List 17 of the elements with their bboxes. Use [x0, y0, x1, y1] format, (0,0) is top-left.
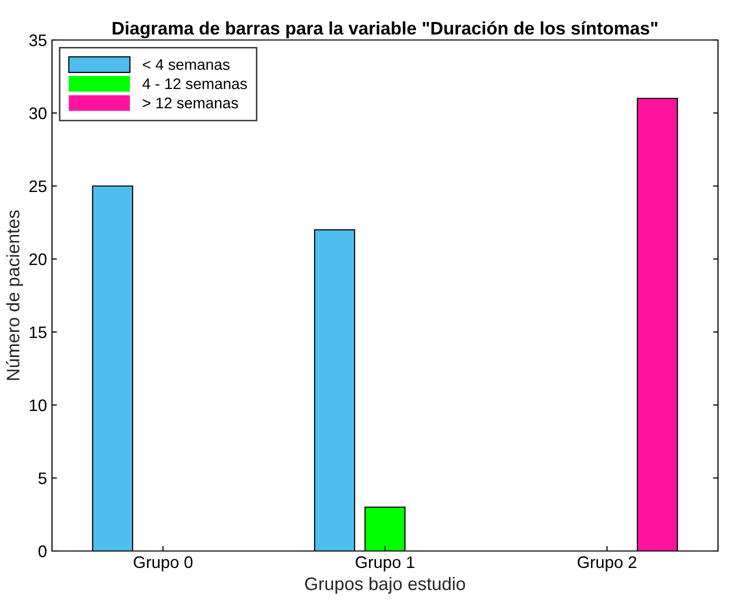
- y-tick-label: 20: [29, 253, 46, 266]
- x-tick-label: Grupo 2: [578, 556, 636, 572]
- legend-label: < 4 semanas: [142, 59, 230, 70]
- y-tick-label: 0: [38, 545, 46, 558]
- y-tick-label: 30: [29, 107, 46, 120]
- x-tick-label: Grupo 0: [134, 556, 192, 572]
- y-axis-title: Número de pacientes: [6, 210, 24, 380]
- y-tick-label: 10: [30, 399, 46, 412]
- legend-label: 4 - 12 semanas: [142, 78, 247, 90]
- y-tick-label: 35: [29, 34, 46, 46]
- x-axis-title: Grupos bajo estudio: [305, 576, 466, 594]
- y-tick-label: 5: [38, 472, 46, 484]
- legend-label: > 12 semanas: [142, 98, 238, 108]
- x-tick-label: Grupo 1: [356, 556, 414, 572]
- y-tick-label: 15: [30, 326, 46, 338]
- y-tick-label: 25: [29, 180, 46, 192]
- chart-title: Diagrama de barras para la variable "Duración de los síntomas": [112, 21, 658, 38]
